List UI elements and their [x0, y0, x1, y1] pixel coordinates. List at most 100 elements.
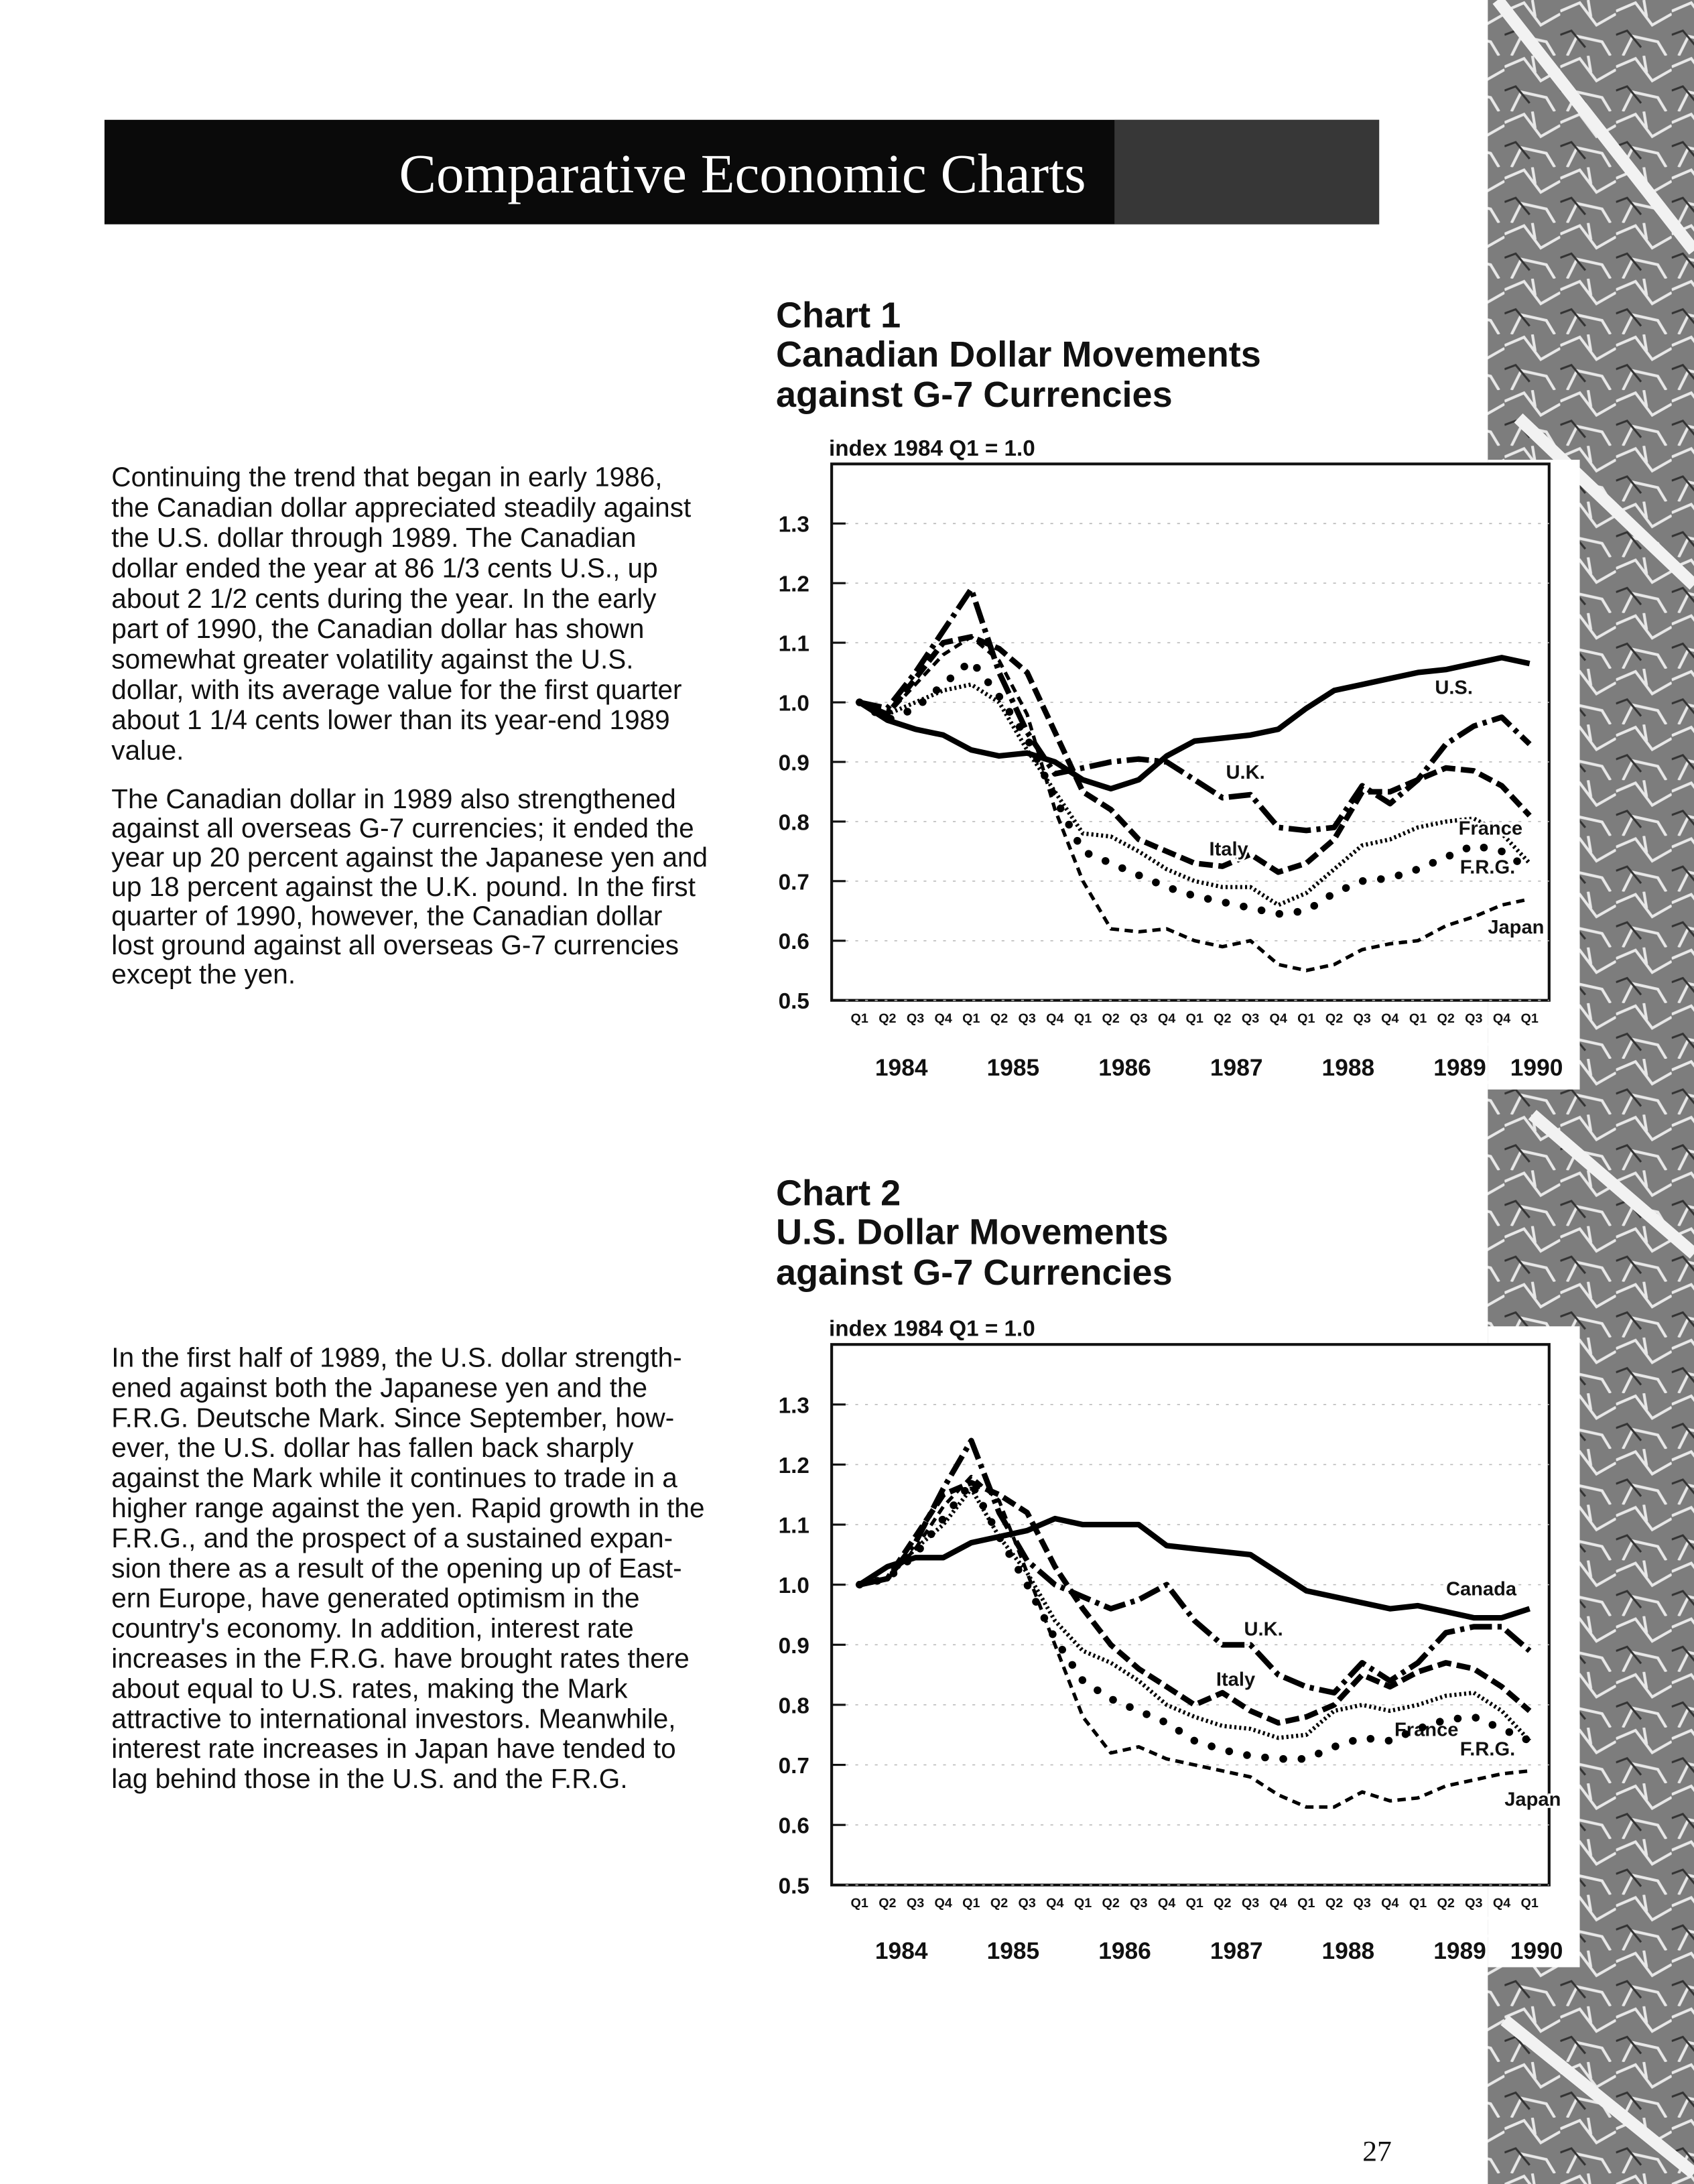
- x-tick-label: Q1: [1409, 1896, 1427, 1911]
- paragraph-line: The Canadian dollar in 1989 also strengt…: [111, 783, 675, 814]
- paragraph-line: somewhat greater volatility against the …: [111, 643, 633, 674]
- paragraph-line: about equal to U.S. rates, making the Ma…: [111, 1673, 628, 1704]
- year-label: 1985: [987, 1938, 1040, 1964]
- y-tick-label: 0.6: [779, 929, 809, 954]
- x-tick-label: Q2: [1325, 1011, 1343, 1026]
- series-label: Italy: [1216, 1669, 1256, 1691]
- year-label: 1984: [875, 1938, 928, 1964]
- series-label: Italy: [1210, 838, 1249, 860]
- y-axis-label: index 1984 Q1 = 1.0: [829, 436, 1035, 461]
- paragraph-line: higher range against the yen. Rapid grow…: [111, 1492, 704, 1523]
- year-label: 1986: [1098, 1055, 1151, 1081]
- chart-subtitle: against G-7 Currencies: [776, 375, 1173, 415]
- x-tick-label: Q2: [1102, 1011, 1120, 1026]
- x-tick-label: Q3: [1019, 1896, 1036, 1911]
- paragraph-line: up 18 percent against the U.K. pound. In…: [111, 871, 696, 902]
- paragraph-line: country's economy. In addition, interest…: [111, 1613, 633, 1644]
- y-axis-label: index 1984 Q1 = 1.0: [829, 1317, 1035, 1342]
- year-label: 1990: [1510, 1055, 1563, 1081]
- series-line: [855, 657, 1534, 918]
- x-tick-label: Q1: [1186, 1896, 1203, 1911]
- series-label: F.R.G.: [1460, 1739, 1515, 1760]
- series-line: [855, 1478, 1534, 1763]
- series-label: Canada: [1446, 1578, 1517, 1600]
- series-label: U.S.: [1435, 677, 1473, 698]
- paragraph-line: In the first half of 1989, the U.S. doll…: [111, 1342, 681, 1372]
- x-tick-label: Q4: [1270, 1011, 1287, 1026]
- x-tick-label: Q3: [1019, 1011, 1036, 1026]
- y-tick-label: 1.2: [779, 572, 809, 597]
- series-line: [858, 1515, 1530, 1621]
- x-tick-label: Q1: [1521, 1011, 1539, 1026]
- chart-title: Chart 1: [776, 296, 901, 336]
- x-tick-label: Q1: [1074, 1011, 1092, 1026]
- x-tick-label: Q1: [1297, 1896, 1315, 1911]
- paragraph-line: about 2 1/2 cents during the year. In th…: [111, 583, 657, 614]
- series-label: U.K.: [1244, 1619, 1283, 1641]
- y-tick-label: 0.9: [779, 751, 809, 775]
- year-label: 1989: [1433, 1055, 1486, 1081]
- x-tick-label: Q3: [907, 1896, 924, 1911]
- x-tick-label: Q2: [1437, 1011, 1455, 1026]
- x-tick-label: Q3: [1242, 1896, 1259, 1911]
- x-tick-label: Q4: [1158, 1011, 1175, 1026]
- series-line: [858, 682, 1531, 907]
- series-label: U.K.: [1226, 762, 1264, 783]
- x-tick-label: Q1: [1186, 1011, 1203, 1026]
- x-tick-label: Q1: [962, 1011, 980, 1026]
- y-tick-label: 1.2: [779, 1454, 809, 1478]
- paragraph-line: year up 20 percent against the Japanese …: [111, 842, 708, 873]
- year-label: 1987: [1210, 1938, 1263, 1964]
- x-tick-label: Q3: [1130, 1011, 1147, 1026]
- paragraph-line: interest rate increases in Japan have te…: [111, 1733, 675, 1764]
- x-tick-label: Q1: [851, 1896, 868, 1911]
- paragraph-line: dollar, with its average value for the f…: [111, 674, 681, 705]
- x-tick-label: Q2: [878, 1896, 896, 1911]
- body-text: Continuing the trend that began in early…: [111, 462, 708, 1795]
- paragraph-line: against the Mark while it continues to t…: [111, 1462, 677, 1493]
- year-label: 1988: [1322, 1055, 1375, 1081]
- year-label: 1987: [1210, 1055, 1263, 1081]
- paragraph-line: sion there as a result of the opening up…: [111, 1553, 681, 1584]
- paragraph-line: part of 1990, the Canadian dollar has sh…: [111, 613, 644, 644]
- year-label: 1985: [987, 1055, 1040, 1081]
- x-tick-label: Q3: [1465, 1011, 1482, 1026]
- y-tick-label: 1.3: [779, 513, 809, 537]
- x-tick-label: Q2: [1214, 1896, 1231, 1911]
- y-tick-label: 0.7: [779, 870, 809, 895]
- x-tick-label: Q4: [1046, 1011, 1063, 1026]
- chart-subtitle: U.S. Dollar Movements: [776, 1212, 1169, 1252]
- x-tick-label: Q1: [1074, 1896, 1092, 1911]
- x-tick-label: Q1: [1297, 1011, 1315, 1026]
- year-label: 1986: [1098, 1938, 1151, 1964]
- paragraph-line: the Canadian dollar appreciated steadily…: [111, 492, 691, 523]
- x-tick-label: Q2: [1214, 1011, 1231, 1026]
- paragraph-line: lost ground against all overseas G-7 cur…: [111, 929, 679, 960]
- y-tick-label: 0.5: [779, 989, 809, 1014]
- x-tick-label: Q4: [1493, 1896, 1510, 1911]
- chart-subtitle: Canadian Dollar Movements: [776, 334, 1261, 375]
- y-tick-label: 1.1: [779, 632, 809, 657]
- x-tick-label: Q4: [1493, 1011, 1510, 1026]
- paragraph-line: Continuing the trend that began in early…: [111, 462, 662, 493]
- x-tick-label: Q3: [1242, 1011, 1259, 1026]
- series-line: [858, 1480, 1532, 1726]
- paragraph-line: F.R.G., and the prospect of a sustained …: [111, 1523, 673, 1553]
- x-tick-label: Q3: [1354, 1011, 1371, 1026]
- series-line: [858, 655, 1530, 792]
- series-line: [859, 1474, 1530, 1809]
- paragraph-line: F.R.G. Deutsche Mark. Since September, h…: [111, 1402, 674, 1433]
- paragraph-line: except the yen.: [111, 959, 296, 990]
- x-tick-label: Q1: [1521, 1896, 1539, 1911]
- series-label: Japan: [1488, 917, 1544, 938]
- paragraph-line: ever, the U.S. dollar has fallen back sh…: [111, 1432, 634, 1463]
- x-tick-label: Q4: [1381, 1011, 1398, 1026]
- series-line: [858, 1437, 1532, 1696]
- y-tick-label: 1.0: [779, 692, 809, 716]
- y-tick-label: 1.1: [779, 1514, 809, 1539]
- paragraph-line: ened against both the Japanese yen and t…: [111, 1372, 647, 1403]
- series-label: France: [1459, 818, 1522, 839]
- paragraph-line: attractive to international investors. M…: [111, 1703, 675, 1734]
